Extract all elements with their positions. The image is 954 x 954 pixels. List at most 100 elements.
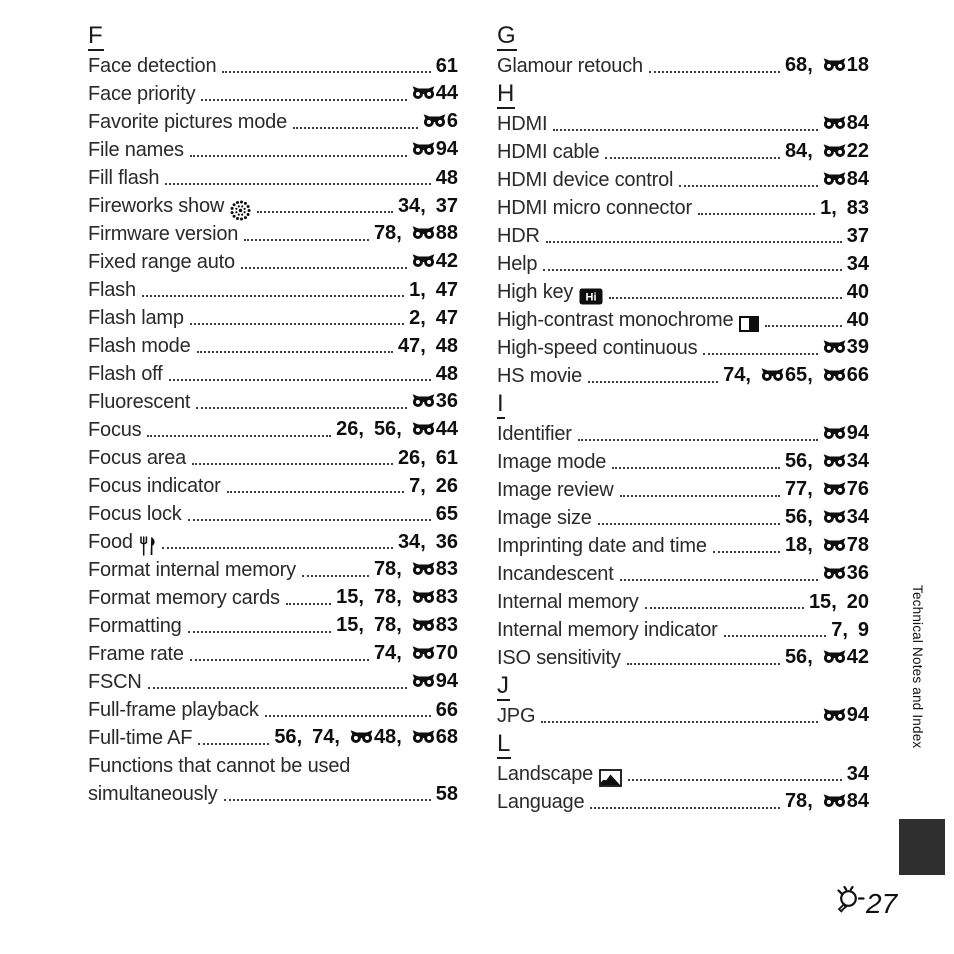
dotted-leader	[147, 687, 407, 689]
index-entry: Face detection 61	[88, 52, 458, 80]
entry-label: Fixed range auto	[88, 251, 235, 273]
entry-page-refs: 15, 78, 83	[336, 612, 458, 641]
page-ref: 34	[846, 763, 869, 785]
entry-page-refs: 36	[412, 388, 458, 417]
reference-section-icon	[412, 137, 435, 164]
entry-label: ISO sensitivity	[497, 647, 621, 669]
page-ref: 18	[784, 533, 808, 556]
page-ref: 1	[409, 279, 421, 301]
entry-label: HS movie	[497, 365, 583, 387]
dotted-leader	[285, 603, 332, 605]
dotted-leader	[187, 631, 332, 633]
entry-label: HDMI device control	[497, 169, 674, 191]
entry-page-refs: 66	[436, 697, 458, 724]
reference-section-icon	[412, 417, 435, 444]
entry-label: Face detection	[88, 55, 217, 77]
index-entry: HS movie 74, 65, 66	[497, 362, 869, 390]
page-ref: 78	[373, 613, 397, 636]
reference-section-icon	[823, 139, 846, 166]
dotted-leader	[141, 295, 405, 297]
index-entry: File names 94	[88, 136, 458, 164]
page-ref: 65	[784, 363, 808, 386]
page-ref: 44	[435, 417, 458, 440]
page-ref: 56	[784, 645, 808, 668]
index-entry: Image size 56, 34	[497, 504, 869, 532]
page-ref: 61	[435, 447, 458, 469]
page-ref: 39	[846, 335, 869, 358]
index-columns: F Face detection 61 Face priority 44 Favorite…	[88, 22, 869, 816]
entry-page-refs: 26, 56, 44	[336, 416, 458, 445]
page-ref: 26	[435, 475, 458, 497]
entry-page-refs: 56, 74, 48, 68	[274, 724, 458, 753]
dotted-leader	[147, 435, 332, 437]
ref-separator: ,	[831, 197, 847, 219]
index-entry: Glamour retouch 68, 18	[497, 52, 869, 80]
dotted-leader	[222, 71, 431, 73]
page-ref: 94	[846, 421, 869, 444]
ref-separator: ,	[807, 449, 823, 472]
dotted-leader	[240, 267, 407, 269]
dotted-leader	[198, 743, 270, 745]
dotted-leader	[168, 379, 431, 381]
page-ref: 44	[435, 81, 458, 104]
dotted-leader	[545, 241, 842, 243]
dotted-leader	[196, 351, 393, 353]
index-entry: Focus indicator 7, 26	[88, 472, 458, 500]
dotted-leader	[612, 467, 780, 469]
dotted-leader	[189, 323, 405, 325]
entry-label: File names	[88, 139, 184, 161]
index-entry: Focus area 26, 61	[88, 444, 458, 472]
page-ref: 83	[846, 197, 869, 219]
reference-section-icon	[761, 363, 784, 390]
reference-section-icon	[823, 505, 846, 532]
ref-separator: ,	[745, 363, 761, 386]
index-entry: Flash 1, 47	[88, 276, 458, 304]
reference-section-icon	[823, 111, 846, 138]
page-ref: 94	[846, 703, 869, 726]
entry-page-refs: 48	[436, 361, 458, 388]
page-ref: 9	[857, 619, 869, 641]
page-ref: 20	[846, 591, 869, 613]
index-entry: Fireworks show 34, 37	[88, 192, 458, 220]
entry-label: Glamour retouch	[497, 55, 643, 77]
entry-page-refs: 40	[847, 307, 869, 334]
reference-section-icon	[823, 789, 846, 816]
page-ref: 34	[846, 253, 869, 275]
entry-label: Full-time AF	[88, 727, 193, 749]
dotted-leader	[609, 297, 842, 299]
entry-page-refs: 68, 18	[785, 52, 869, 81]
entry-label: Favorite pictures mode	[88, 111, 288, 133]
entry-page-refs: 34	[847, 251, 869, 278]
entry-page-refs: 84, 22	[785, 138, 869, 167]
entry-label: High-contrast monochrome	[497, 309, 734, 331]
index-column-left: F Face detection 61 Face priority 44 Favorite…	[88, 22, 458, 816]
ref-separator: ,	[420, 531, 436, 553]
index-entry: Flash lamp 2, 47	[88, 304, 458, 332]
entry-label: Format internal memory	[88, 559, 296, 581]
entry-label: Incandescent	[497, 563, 614, 585]
page-ref: 74	[723, 363, 746, 386]
reference-section-icon	[823, 561, 846, 588]
index-entry: HDMI device control 84	[497, 166, 869, 194]
dotted-leader	[192, 463, 393, 465]
entry-page-refs: 26, 61	[398, 445, 458, 472]
page-ref: 26	[336, 417, 359, 440]
entry-page-refs: 34	[847, 761, 869, 788]
index-entry: Flash mode 47, 48	[88, 332, 458, 360]
page-ref: 7	[831, 619, 843, 641]
entry-label: Format memory cards	[88, 587, 280, 609]
dotted-leader	[723, 635, 827, 637]
entry-label: Image review	[497, 479, 614, 501]
section-letter-text: J	[497, 672, 510, 701]
page-ref: 36	[435, 531, 458, 553]
reference-section-icon	[823, 645, 846, 672]
dotted-leader	[679, 185, 818, 187]
page-ref: 78	[373, 585, 397, 608]
dotted-leader	[703, 353, 818, 355]
entry-page-refs: 74, 70	[374, 640, 458, 669]
ref-separator: ,	[396, 725, 412, 748]
page-ref: 34	[397, 195, 421, 217]
index-entry: HDMI cable 84, 22	[497, 138, 869, 166]
page-ref: 83	[435, 585, 458, 608]
page-ref: 18	[846, 53, 869, 76]
